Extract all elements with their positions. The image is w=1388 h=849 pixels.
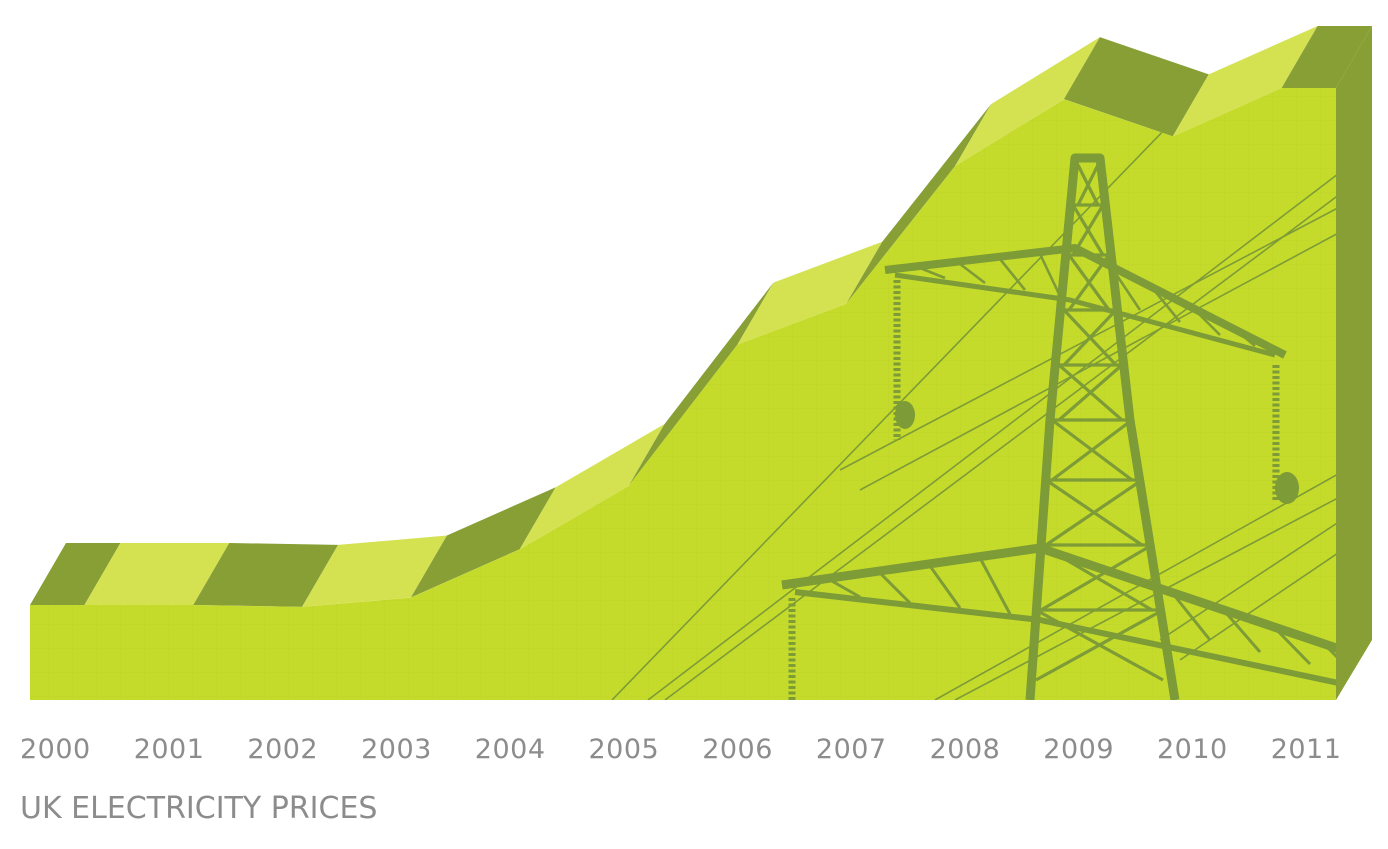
electricity-pylon-icon bbox=[611, 123, 1336, 700]
x-tick-label: 2000 bbox=[20, 734, 91, 765]
area-top-faces bbox=[30, 26, 1372, 607]
area-top-segment bbox=[193, 543, 339, 607]
area-top-segment bbox=[846, 104, 992, 304]
x-tick-label: 2011 bbox=[1271, 734, 1342, 765]
x-tick-label: 2006 bbox=[702, 734, 773, 765]
x-tick-label: 2004 bbox=[475, 734, 546, 765]
area-top-segment bbox=[628, 282, 774, 486]
x-tick-label: 2003 bbox=[361, 734, 432, 765]
area-top-segment bbox=[519, 423, 665, 550]
x-axis-tick-labels: 2000 2001 2002 2003 2004 2005 2006 2007 2008 2009… bbox=[20, 734, 1341, 765]
area-grid-texture bbox=[30, 88, 1336, 700]
x-tick-label: 2009 bbox=[1043, 734, 1114, 765]
x-tick-label: 2002 bbox=[247, 734, 318, 765]
chart-title: UK ELECTRICITY PRICES bbox=[20, 791, 377, 826]
area-top-segment bbox=[410, 487, 556, 598]
x-tick-label: 2001 bbox=[134, 734, 205, 765]
area-top-segment bbox=[1172, 26, 1318, 137]
area-side-face bbox=[1336, 26, 1372, 700]
area-top-segment bbox=[737, 241, 883, 345]
x-tick-label: 2010 bbox=[1157, 734, 1228, 765]
area-top-segment bbox=[84, 543, 230, 605]
area-top-segment bbox=[1063, 37, 1209, 137]
area-top-segment bbox=[302, 535, 447, 607]
area-top-segment bbox=[1281, 26, 1372, 88]
x-tick-label: 2008 bbox=[930, 734, 1001, 765]
x-tick-label: 2007 bbox=[816, 734, 887, 765]
x-tick-label: 2005 bbox=[589, 734, 660, 765]
area-top-segment bbox=[30, 543, 121, 605]
area-top-segment bbox=[955, 37, 1100, 167]
